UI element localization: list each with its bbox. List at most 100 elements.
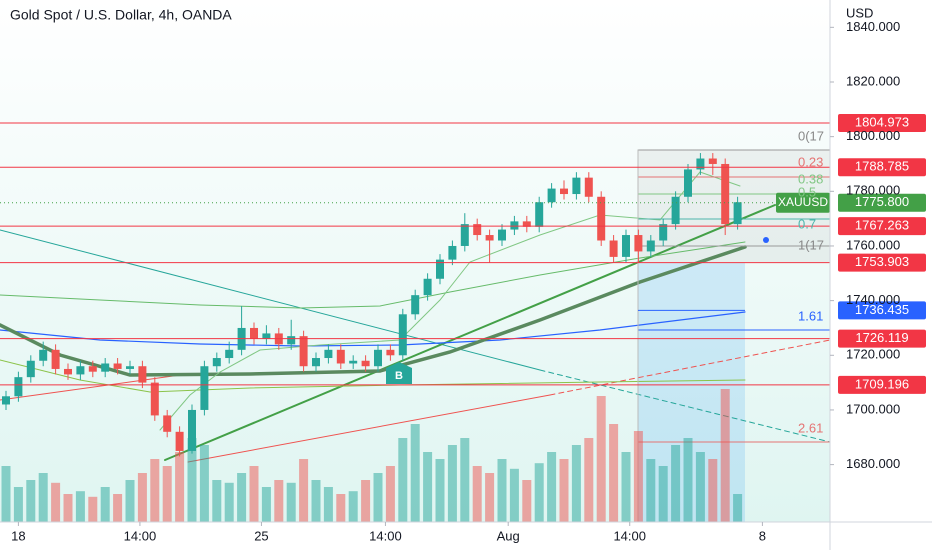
volume-bar	[162, 466, 172, 522]
candle-body	[460, 224, 469, 246]
y-tick-label: 1760.000	[846, 237, 900, 252]
y-tick-label: 1740.000	[846, 292, 900, 307]
volume-bar	[311, 480, 321, 522]
candle-body	[634, 235, 643, 252]
volume-bar	[509, 468, 519, 522]
volume-bar	[584, 438, 594, 522]
volume-bar	[671, 445, 681, 522]
volume-bar	[695, 452, 705, 522]
volume-bar	[13, 487, 23, 522]
volume-bar	[609, 424, 619, 522]
chart-title: Gold Spot / U.S. Dollar, 4h, OANDA	[10, 7, 232, 23]
symbol-tag-label: XAUUSD	[778, 195, 828, 209]
candle-body	[423, 278, 432, 296]
blue-level-tag-label: 1736.435	[855, 302, 909, 317]
volume-bar	[261, 487, 271, 522]
candle-body	[26, 360, 35, 378]
volume-bar	[633, 431, 643, 522]
candle-body	[411, 295, 420, 315]
candle-body	[349, 360, 358, 364]
candle-body	[671, 196, 680, 225]
candle-body	[547, 188, 556, 203]
candle-body	[560, 188, 568, 195]
volume-bar	[410, 424, 420, 522]
volume-bar	[137, 473, 147, 522]
candle-body	[498, 229, 506, 241]
volume-bar	[63, 494, 73, 522]
volume-bar	[398, 438, 408, 522]
candle-body	[361, 360, 370, 367]
price-level-tag-label: 1788.785	[855, 159, 909, 174]
moving-average	[0, 359, 746, 393]
candle-body	[299, 336, 308, 367]
anchor-point	[763, 237, 769, 243]
volume-bar	[237, 473, 247, 522]
axis-unit: USD	[846, 5, 873, 20]
x-tick-label: 14:00	[613, 528, 646, 543]
y-tick-label: 1800.000	[846, 128, 900, 143]
y-tick-label: 1840.000	[846, 19, 900, 34]
x-tick-label: 25	[254, 528, 268, 543]
price-level-tag-label: 1753.903	[855, 254, 909, 269]
x-tick-label: 14:00	[369, 528, 402, 543]
candle-body	[212, 358, 221, 367]
candle-body	[262, 333, 271, 339]
trend-line	[549, 339, 831, 396]
volume-bar	[113, 494, 123, 522]
volume-bar	[286, 482, 296, 522]
price-level-tag-label: 1726.119	[855, 330, 908, 345]
candle-body	[696, 158, 705, 170]
price-level-tag	[838, 114, 926, 133]
volume-bar	[100, 487, 110, 522]
current-price-tag-label: 1775.800	[855, 194, 909, 209]
volume-bar	[646, 459, 656, 522]
volume-bar	[1, 466, 11, 522]
overlay: 1804.973 1788.785 1767.263 1753.903 1726.119…	[0, 114, 926, 435]
volume-bar	[88, 496, 98, 522]
volume-bar	[733, 494, 743, 522]
price-level-tag	[838, 158, 926, 177]
candle-body	[398, 314, 407, 356]
volume-bar	[472, 466, 482, 522]
trend-line	[164, 204, 776, 461]
current-price-tag	[838, 193, 926, 212]
volume-bar	[435, 459, 445, 522]
volume-bar	[51, 482, 61, 522]
candle-body	[473, 224, 482, 236]
volume-bar	[187, 438, 197, 522]
candle-body	[287, 336, 296, 345]
candle-body	[684, 169, 692, 197]
x-tick-label: Aug	[497, 528, 520, 543]
candle-body	[708, 158, 717, 164]
volume-bar	[323, 487, 333, 522]
volume-bar	[596, 396, 606, 522]
volume-bar	[38, 473, 48, 522]
volume-bar	[423, 452, 433, 522]
candle-body	[150, 382, 159, 416]
candle-body	[138, 366, 147, 383]
candle-body	[225, 349, 234, 359]
y-tick-label: 1680.000	[846, 456, 900, 471]
volume-bar	[199, 445, 209, 522]
moving-average	[0, 241, 746, 309]
candle-body	[572, 177, 581, 195]
candle-body	[64, 368, 72, 375]
volume-bar	[125, 480, 135, 522]
candle-body	[163, 415, 172, 432]
candle-body	[622, 235, 630, 257]
volume-bar	[621, 452, 631, 522]
blue-level-tag	[838, 301, 926, 320]
volume-bar	[150, 459, 160, 522]
volume-bar	[547, 452, 557, 522]
volume-bar	[559, 459, 569, 522]
volume-bar	[348, 491, 358, 522]
volume-bar	[299, 459, 309, 522]
candle-body	[510, 221, 519, 230]
candle-body	[721, 163, 730, 225]
candle-body	[374, 349, 382, 367]
volume-bar	[75, 491, 85, 522]
candle-body	[76, 366, 85, 375]
candle-body	[597, 196, 606, 241]
y-tick-label: 1720.000	[846, 347, 900, 362]
